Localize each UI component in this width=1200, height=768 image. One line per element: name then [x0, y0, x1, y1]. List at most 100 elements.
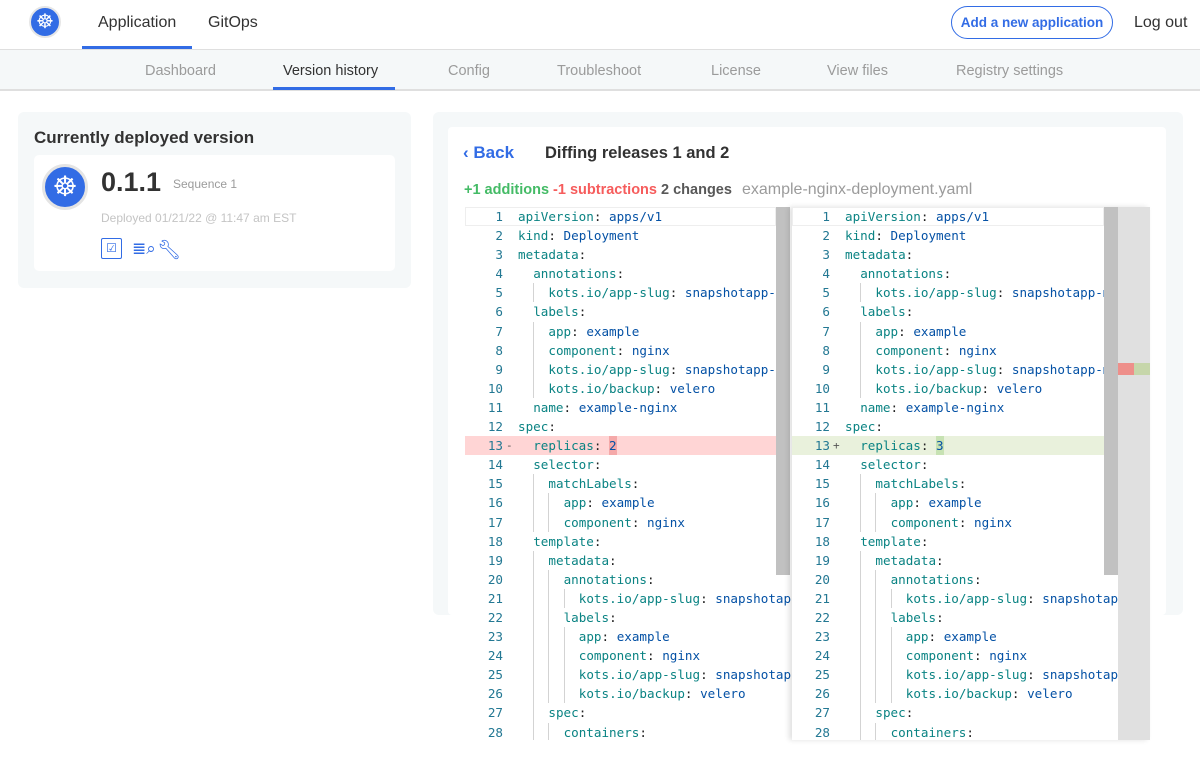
line-text: component: nginx	[845, 512, 1012, 532]
indent-guide	[860, 283, 875, 303]
indent-guide	[860, 607, 875, 628]
subtab-version-history[interactable]: Version history	[283, 63, 379, 79]
original-scrollbar[interactable]	[776, 207, 790, 575]
yaml-key: kots.io/app-slug	[578, 667, 701, 683]
yaml-key: annotations	[533, 266, 617, 282]
yaml-key: kots.io/backup	[578, 686, 685, 702]
indent-guide	[533, 474, 548, 494]
colon: :	[1027, 590, 1035, 606]
indent-guide	[548, 512, 563, 532]
code-line: 28 containers:	[792, 722, 1104, 740]
yaml-key: matchLabels	[548, 476, 632, 492]
yaml-value: snapshotapp-mu	[684, 361, 792, 377]
line-number: 20	[814, 571, 830, 587]
line-number: 23	[814, 629, 830, 645]
line-text: component: nginx	[518, 340, 670, 360]
indent-guide	[548, 569, 563, 589]
indent-guide	[860, 321, 875, 341]
yaml-value: nginx	[647, 514, 685, 530]
tab-application[interactable]: Application	[98, 14, 177, 31]
diff-overview-ruler[interactable]	[1118, 207, 1150, 740]
colon: :	[1027, 667, 1035, 683]
original-editor[interactable]: 1 apiVersion: apps/v1 2 kind: Deployment 3 me…	[465, 207, 792, 740]
indent-guide	[518, 570, 533, 589]
colon: :	[646, 571, 655, 587]
yaml-key: kots.io/app-slug	[548, 361, 670, 377]
indent-guide	[860, 378, 875, 398]
line-text: kots.io/backup: velero	[845, 684, 1073, 704]
space	[579, 322, 587, 341]
checklist-icon[interactable]: ☑	[101, 238, 122, 259]
line-number: 7	[822, 323, 830, 339]
space	[601, 207, 609, 226]
line-number: 26	[487, 686, 503, 702]
code-line: 21 kots.io/app-slug: snapshotap	[465, 588, 791, 608]
colon: :	[669, 361, 678, 377]
subtab-registry-settings[interactable]: Registry settings	[956, 63, 1064, 79]
back-button[interactable]: ‹ Back	[463, 143, 514, 163]
line-text: labels:	[845, 302, 913, 321]
indent-guide	[533, 340, 548, 360]
line-text: containers:	[518, 722, 647, 740]
colon: :	[609, 552, 617, 568]
add-application-button[interactable]: Add a new application	[951, 6, 1113, 39]
indent-guide	[845, 703, 860, 722]
code-line: 6 labels:	[465, 302, 776, 321]
indent-guide	[875, 627, 890, 647]
troubleshoot-wrench-icon[interactable]: 🔧︎	[157, 240, 182, 261]
indent-guide	[845, 723, 860, 740]
yaml-key: spec	[875, 705, 906, 721]
indent-guide	[533, 550, 548, 570]
indent-guide	[860, 722, 875, 740]
indent-guide	[563, 684, 579, 704]
colon: :	[875, 419, 883, 435]
line-text: kots.io/app-slug: snapshotap	[845, 588, 1118, 608]
line-text: annotations:	[845, 569, 982, 589]
line-text: labels:	[518, 607, 617, 628]
yaml-key: kots.io/backup	[875, 380, 982, 396]
view-logs-icon[interactable]: ≣⌕	[132, 239, 156, 258]
line-number: 22	[814, 609, 830, 625]
yaml-value: snapshotap	[715, 590, 792, 606]
code-line: 6 labels:	[792, 302, 1104, 321]
subtab-view-files[interactable]: View files	[827, 63, 888, 79]
modified-editor[interactable]: 1 apiVersion: apps/v1 2 kind: Deployment 3 me…	[792, 207, 1150, 740]
subtab-license[interactable]: License	[711, 63, 761, 79]
subtab-troubleshoot[interactable]: Troubleshoot	[557, 63, 642, 79]
tab-gitops[interactable]: GitOps	[208, 14, 258, 31]
code-line: 11 name: example-nginx	[792, 398, 1104, 417]
indent-guide	[518, 398, 533, 417]
subtab-config[interactable]: Config	[448, 63, 490, 79]
changed-line: 13- replicas: 2	[465, 436, 776, 456]
indent-guide	[548, 627, 563, 647]
code-line: 26 kots.io/backup: velero	[465, 684, 776, 704]
line-text: annotations:	[518, 264, 624, 283]
code-line: 11 name: example-nginx	[465, 398, 776, 417]
colon: :	[920, 533, 929, 549]
line-text: kind: Deployment	[518, 226, 639, 245]
subtab-dashboard[interactable]: Dashboard	[145, 63, 216, 79]
indent-guide	[845, 341, 860, 360]
yaml-key: component	[563, 514, 632, 530]
yaml-value: example	[601, 495, 655, 511]
indent-guide	[518, 322, 533, 341]
indent-guide	[875, 493, 890, 513]
line-number: 14	[487, 457, 503, 473]
line-text: matchLabels:	[845, 474, 966, 494]
yaml-value: nginx	[974, 514, 1012, 530]
yaml-key: component	[548, 342, 617, 358]
indent-guide	[518, 684, 533, 703]
yaml-value: example	[616, 629, 670, 645]
modified-scrollbar[interactable]	[1104, 207, 1118, 575]
line-text: annotations:	[518, 569, 655, 589]
space	[677, 360, 685, 379]
space	[966, 513, 974, 532]
indent-guide	[533, 646, 548, 666]
indent-guide	[860, 569, 875, 589]
logout-link[interactable]: Log out	[1134, 14, 1188, 31]
diff-title: Diffing releases 1 and 2	[545, 144, 730, 162]
space	[556, 226, 564, 245]
app-logo-icon[interactable]: ☸	[29, 6, 61, 38]
yaml-key: component	[905, 648, 974, 664]
colon: :	[593, 209, 602, 224]
